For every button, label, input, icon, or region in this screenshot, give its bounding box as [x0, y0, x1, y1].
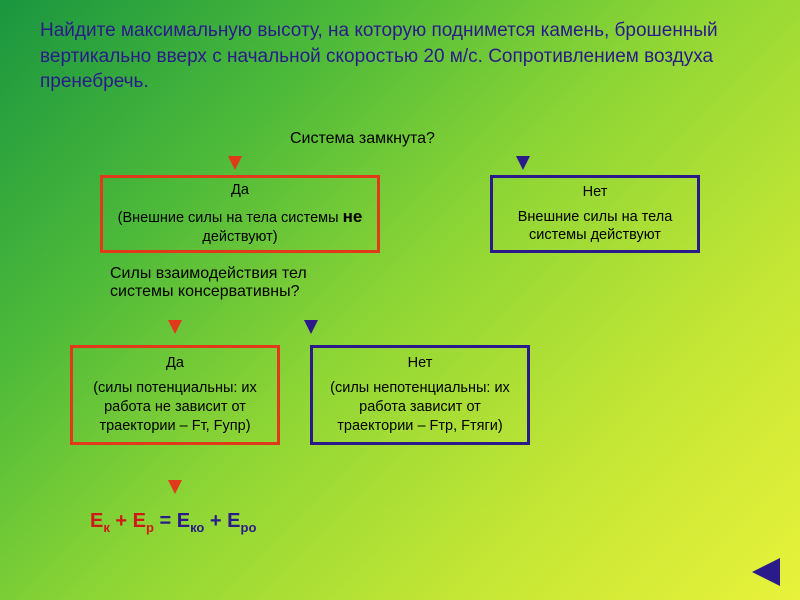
box-yes1-title: Да [231, 181, 249, 200]
arrow-to-yes2-icon [168, 320, 182, 334]
box-no-closed-system: Нет Внешние силы на тела системы действу… [490, 175, 700, 253]
box-no1-body: Внешние силы на тела системы действуют [501, 208, 689, 246]
box-no2-title: Нет [408, 354, 433, 373]
slide-content: Найдите максимальную высоту, на которую … [0, 0, 800, 600]
f-eko: Е [177, 510, 190, 532]
box-yes1-body: (Внешние силы на тела системы не действу… [111, 206, 369, 247]
arrow-to-no2-icon [304, 320, 318, 334]
box-no-conservative: Нет (силы непотенциальны: их работа зави… [310, 345, 530, 445]
box-no1-title: Нет [583, 183, 608, 202]
box-yes1-post: действуют) [202, 229, 277, 245]
f-p: р [146, 520, 154, 535]
f-epo: Е [227, 510, 240, 532]
box-yes2-title: Да [166, 354, 184, 373]
box-yes1-pre: (Внешние силы на тела системы [118, 210, 343, 226]
f-plus2: + [204, 510, 227, 532]
box-yes-closed-system: Да (Внешние силы на тела системы не дейс… [100, 175, 380, 253]
question-2: Силы взаимодействия тел системы консерва… [110, 265, 370, 301]
back-arrow-icon[interactable] [752, 558, 780, 586]
box-no2-body: (силы непотенциальны: их работа зависит … [321, 379, 519, 436]
f-eq: = [154, 510, 177, 532]
f-ko: ко [190, 520, 204, 535]
energy-conservation-formula: Ек + Ер = Еко + Еро [90, 510, 256, 535]
problem-statement: Найдите максимальную высоту, на которую … [40, 18, 760, 95]
f-ep: Е [133, 510, 146, 532]
question-1: Система замкнута? [290, 130, 435, 148]
f-plus1: + [110, 510, 133, 532]
arrow-to-no1-icon [516, 156, 530, 170]
arrow-to-formula-icon [168, 480, 182, 494]
f-ek: Е [90, 510, 103, 532]
box-yes1-ne: не [343, 207, 363, 226]
box-yes-conservative: Да (силы потенциальны: их работа не зави… [70, 345, 280, 445]
arrow-to-yes1-icon [228, 156, 242, 170]
f-po: ро [241, 520, 257, 535]
box-yes2-body: (силы потенциальны: их работа не зависит… [81, 379, 269, 436]
